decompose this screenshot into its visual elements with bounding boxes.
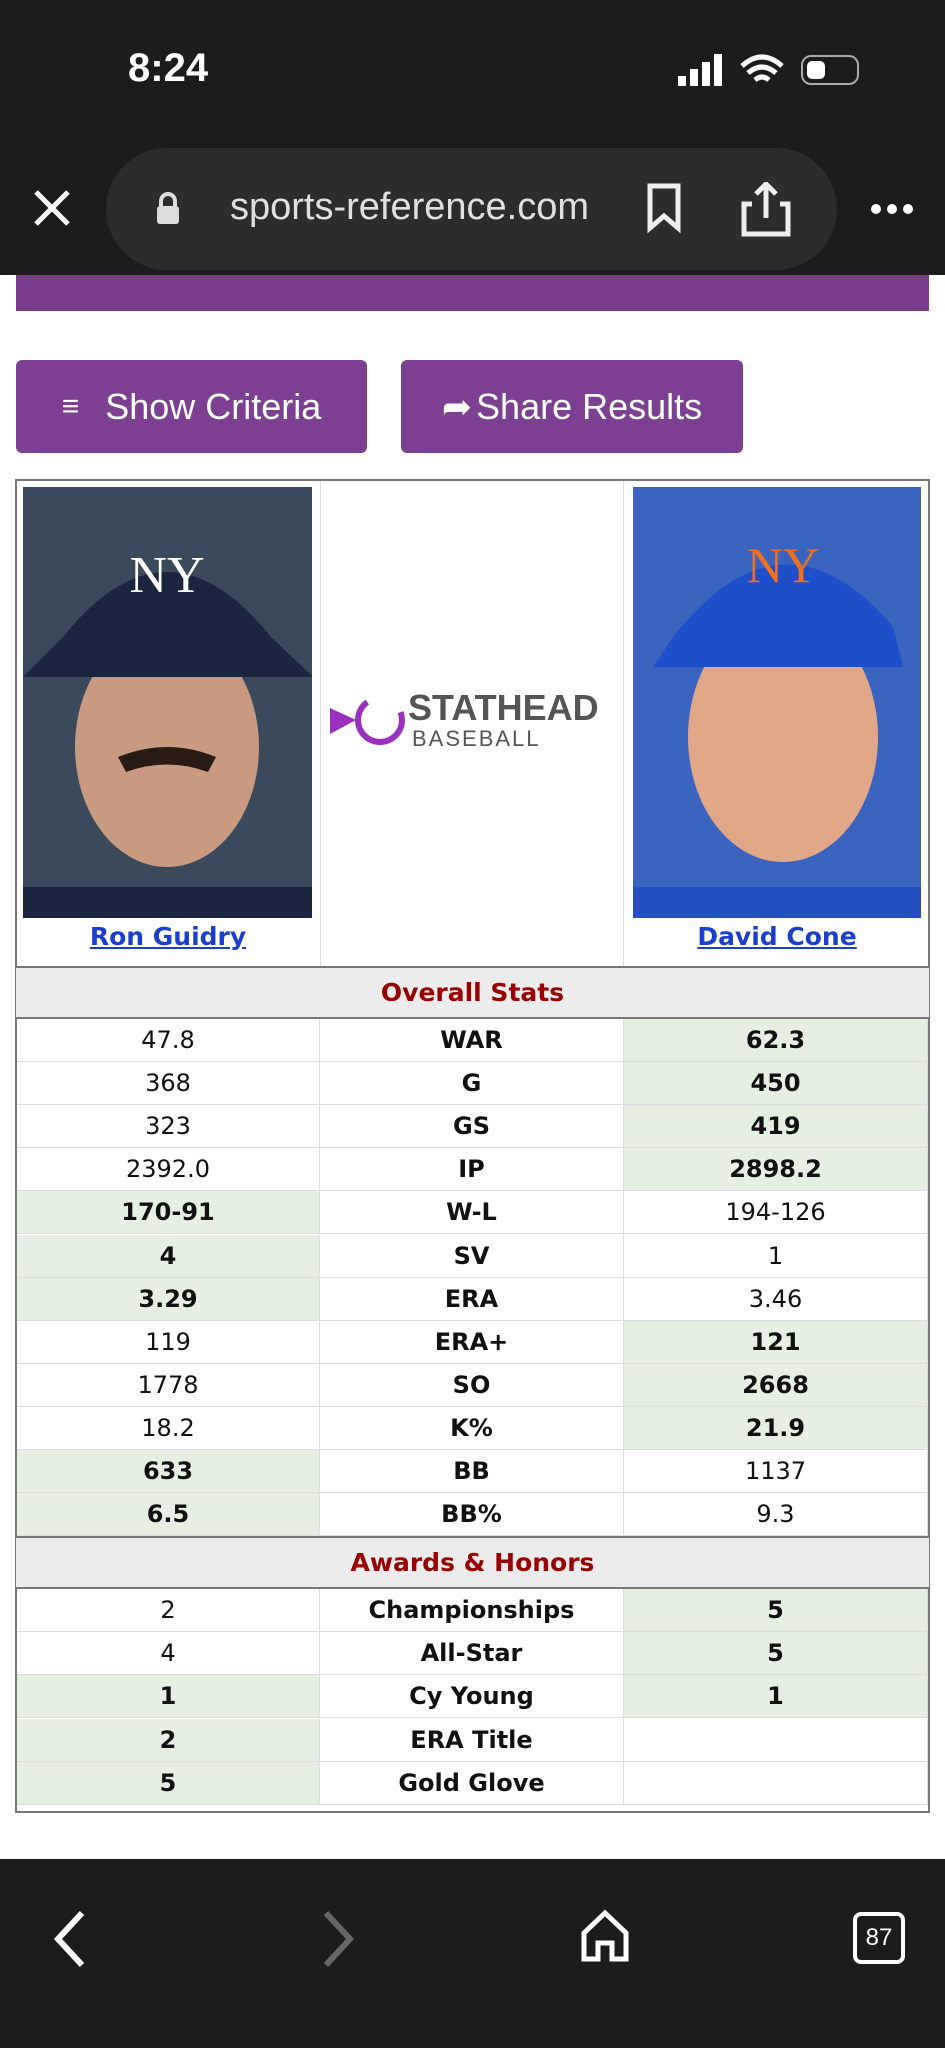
stat-value: 2898.2: [624, 1148, 928, 1192]
section-header: Awards & Honors: [16, 1536, 929, 1590]
player-link[interactable]: Ron Guidry: [89, 922, 247, 951]
stat-value: 4: [17, 1234, 320, 1278]
stat-name: ERA: [320, 1277, 624, 1321]
stat-value: 1: [624, 1234, 928, 1278]
svg-text:NY: NY: [747, 537, 819, 593]
stat-value: 633: [17, 1450, 320, 1494]
stat-name: IP: [320, 1148, 624, 1192]
button-label: Share Results: [476, 385, 703, 427]
stat-value: 4: [17, 1632, 320, 1676]
banner-strip: [16, 275, 929, 311]
stat-name: Championships: [320, 1589, 624, 1633]
stat-name: BB%: [320, 1493, 624, 1537]
stat-value: 5: [624, 1632, 928, 1676]
stat-name: SO: [320, 1363, 624, 1407]
home-button[interactable]: [580, 1909, 630, 1963]
stat-value: 3.46: [624, 1277, 928, 1321]
player-link[interactable]: David Cone: [697, 922, 857, 951]
stat-name: K%: [320, 1406, 624, 1450]
stat-value: 1778: [17, 1363, 320, 1407]
stat-name: ERA+: [320, 1320, 624, 1364]
tab-count: 87: [865, 1924, 893, 1951]
share-results-button[interactable]: ➦ Share Results: [401, 360, 743, 453]
comparison-table: [15, 479, 930, 1813]
stat-value: 9.3: [624, 1493, 928, 1537]
stat-name: GS: [320, 1105, 624, 1149]
stat-value: 5: [624, 1589, 928, 1633]
stat-name: W-L: [320, 1191, 624, 1235]
logo-name: STATHEAD: [408, 690, 599, 728]
stat-value: 3.29: [17, 1277, 320, 1321]
svg-text:NY: NY: [129, 547, 204, 604]
player-photo: NY: [633, 487, 921, 918]
stat-name: Gold Glove: [320, 1761, 624, 1805]
stat-value: 47.8: [17, 1019, 320, 1063]
stat-value: 2392.0: [17, 1148, 320, 1192]
stat-name: All-Star: [320, 1632, 624, 1676]
stat-value: 62.3: [624, 1019, 928, 1063]
stat-value: 1: [17, 1675, 320, 1719]
stat-value: 450: [624, 1062, 928, 1106]
stat-value: [624, 1761, 928, 1805]
stat-value: 121: [624, 1320, 928, 1364]
stat-name: SV: [320, 1234, 624, 1278]
back-button[interactable]: [50, 1909, 90, 1969]
stat-name: G: [320, 1062, 624, 1106]
stat-value: 194-126: [624, 1191, 928, 1235]
stat-value: 1137: [624, 1450, 928, 1494]
status-icons: [678, 54, 859, 86]
stat-value: [624, 1718, 928, 1762]
close-button[interactable]: [32, 188, 72, 228]
stat-name: WAR: [320, 1019, 624, 1063]
stat-value: 5: [17, 1761, 320, 1805]
player-photo: NY: [23, 487, 312, 918]
stat-name: ERA Title: [320, 1718, 624, 1762]
more-menu[interactable]: [870, 202, 914, 216]
logo-sub: BASEBALL: [412, 726, 541, 751]
button-label: Show Criteria: [105, 385, 322, 427]
stat-value: 323: [17, 1105, 320, 1149]
stat-value: 2668: [624, 1363, 928, 1407]
stat-name: Cy Young: [320, 1675, 624, 1719]
browser-chrome: 8:24 sports-reference.com: [0, 0, 945, 275]
stat-value: 2: [17, 1718, 320, 1762]
stat-value: 368: [17, 1062, 320, 1106]
stat-value: 119: [17, 1320, 320, 1364]
stat-value: 6.5: [17, 1493, 320, 1537]
section-header: Overall Stats: [16, 966, 929, 1019]
browser-toolbar: 87: [0, 1859, 945, 2048]
show-criteria-button[interactable]: ≡ Show Criteria: [16, 360, 367, 453]
tabs-button[interactable]: 87: [853, 1912, 905, 1964]
forward-button[interactable]: [318, 1909, 358, 1969]
lock-icon: [157, 192, 179, 224]
stat-value: 18.2: [17, 1406, 320, 1450]
photo-cell: [320, 481, 624, 966]
url: sports-reference.com: [230, 186, 590, 228]
stat-name: BB: [320, 1450, 624, 1494]
stat-value: 419: [624, 1105, 928, 1149]
address-bar[interactable]: [106, 148, 837, 270]
clock: 8:24: [128, 46, 209, 90]
stathead-logo: STATHEAD BASEBALL: [330, 690, 599, 751]
stat-value: 170-91: [17, 1191, 320, 1235]
stat-value: 1: [624, 1675, 928, 1719]
bookmark-share[interactable]: [646, 182, 796, 238]
stat-value: 21.9: [624, 1406, 928, 1450]
stat-value: 2: [17, 1589, 320, 1633]
